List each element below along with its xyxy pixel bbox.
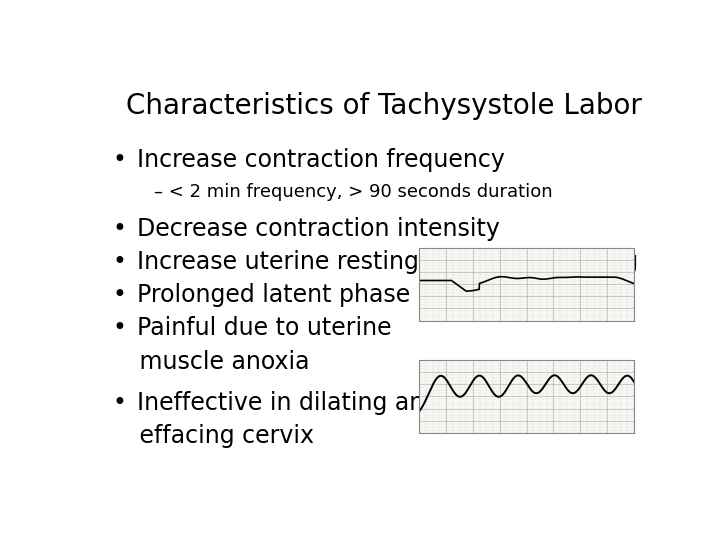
Text: Increase contraction frequency: Increase contraction frequency — [138, 148, 505, 172]
Text: effacing cervix: effacing cervix — [132, 424, 314, 448]
Text: Prolonged latent phase: Prolonged latent phase — [138, 283, 410, 307]
Text: •: • — [112, 148, 126, 172]
Text: muscle anoxia: muscle anoxia — [132, 349, 310, 374]
Text: •: • — [112, 217, 126, 240]
Text: Increase uterine resting tone > 20 mm Hg: Increase uterine resting tone > 20 mm Hg — [138, 250, 639, 274]
Text: •: • — [112, 283, 126, 307]
Text: •: • — [112, 316, 126, 340]
Text: Ineffective in dilating and: Ineffective in dilating and — [138, 391, 439, 415]
Text: Decrease contraction intensity: Decrease contraction intensity — [138, 217, 500, 240]
Text: •: • — [112, 391, 126, 415]
Text: Painful due to uterine: Painful due to uterine — [138, 316, 392, 340]
Text: Characteristics of Tachysystole Labor: Characteristics of Tachysystole Labor — [126, 92, 642, 120]
Text: •: • — [112, 250, 126, 274]
Text: – < 2 min frequency, > 90 seconds duration: – < 2 min frequency, > 90 seconds durati… — [154, 183, 553, 201]
